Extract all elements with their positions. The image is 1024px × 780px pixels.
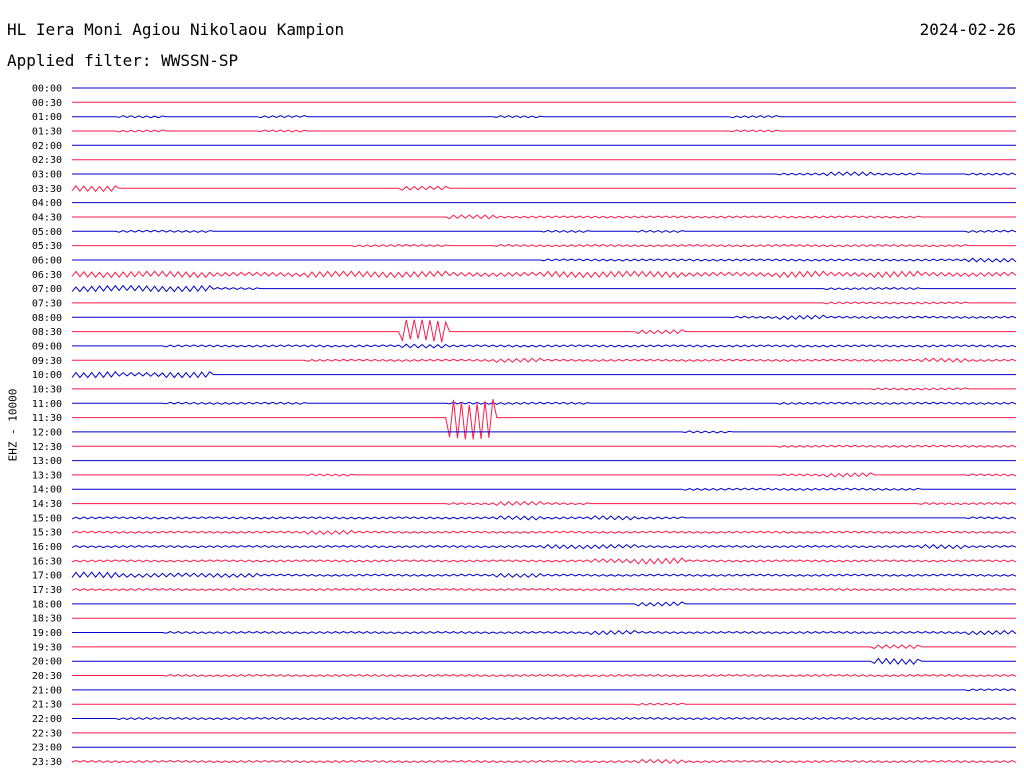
trace-row <box>72 398 1016 440</box>
row-label: 03:30 <box>32 184 62 195</box>
trace-row <box>72 601 1016 607</box>
record-date: 2024-02-26 <box>919 20 1016 39</box>
row-label: 03:00 <box>32 169 62 180</box>
trace-row <box>72 500 1017 507</box>
trace-row <box>72 673 1017 678</box>
row-label: 11:30 <box>32 413 62 424</box>
row-label: 05:30 <box>32 241 62 252</box>
trace-row <box>72 472 1017 478</box>
row-label: 16:00 <box>32 542 62 553</box>
row-label: 01:30 <box>32 126 62 137</box>
row-label: 12:00 <box>32 427 62 438</box>
trace-row <box>72 257 1017 263</box>
trace-row <box>71 557 1017 565</box>
row-label: 17:00 <box>32 571 62 582</box>
trace-row <box>72 401 1017 405</box>
row-label: 23:00 <box>32 743 62 754</box>
trace-row <box>71 184 1016 193</box>
trace-row <box>71 543 1017 550</box>
trace-row <box>71 270 1017 279</box>
filter-label: Applied filter: WWSSN-SP <box>7 51 239 70</box>
trace-row <box>71 515 1017 521</box>
row-label: 15:30 <box>32 528 62 539</box>
row-label: 06:30 <box>32 270 62 281</box>
row-label: 14:00 <box>32 485 62 496</box>
row-label: 04:30 <box>32 212 62 223</box>
row-label: 09:00 <box>32 341 62 352</box>
trace-row <box>71 371 1016 379</box>
row-label: 23:30 <box>32 757 62 768</box>
trace-row <box>72 314 1017 320</box>
trace-row <box>72 171 1017 177</box>
trace-row <box>71 758 1017 764</box>
trace-row <box>72 688 1017 692</box>
trace-row <box>71 588 1017 592</box>
trace-row <box>72 129 1016 133</box>
trace-row <box>72 357 1017 363</box>
trace-row <box>72 487 1016 491</box>
row-label: 11:00 <box>32 399 62 410</box>
row-label: 08:30 <box>32 327 62 338</box>
station-title: HL Iera Moni Agiou Nikolaou Kampion <box>7 20 345 39</box>
row-label: 07:00 <box>32 284 62 295</box>
trace-row <box>72 629 1017 636</box>
row-label: 09:30 <box>32 356 62 367</box>
row-label: 06:00 <box>32 255 62 266</box>
row-label: 21:30 <box>32 700 62 711</box>
trace-row <box>72 319 1016 343</box>
trace-row <box>72 702 1016 706</box>
trace-row <box>72 244 1016 248</box>
row-label: 13:00 <box>32 456 62 467</box>
row-label: 18:00 <box>32 599 62 610</box>
row-label: 00:30 <box>32 98 62 109</box>
row-label: 19:30 <box>32 642 62 653</box>
trace-row <box>72 229 1017 233</box>
row-label: 02:00 <box>32 141 62 152</box>
row-label: 17:30 <box>32 585 62 596</box>
row-label: 00:00 <box>32 84 62 95</box>
trace-row <box>72 716 1017 721</box>
row-label: 16:30 <box>32 556 62 567</box>
trace-row <box>72 115 1016 119</box>
row-label: 22:00 <box>32 714 62 725</box>
row-label: 15:00 <box>32 513 62 524</box>
trace-row <box>72 657 1016 665</box>
trace-row <box>72 387 1016 391</box>
row-label: 05:00 <box>32 227 62 238</box>
row-label: 04:00 <box>32 198 62 209</box>
row-label: 21:00 <box>32 685 62 696</box>
trace-row <box>72 430 1016 434</box>
row-labels: 00:00 00:30 01:00 01:30 02:00 02:30 03:00 03:30… <box>32 84 62 769</box>
row-label: 01:00 <box>32 112 62 123</box>
row-label: 19:00 <box>32 628 62 639</box>
row-label: 07:30 <box>32 298 62 309</box>
row-label: 02:30 <box>32 155 62 166</box>
row-label: 18:30 <box>32 614 62 625</box>
trace-row <box>72 343 1017 349</box>
trace-row <box>71 284 1016 293</box>
row-label: 10:00 <box>32 370 62 381</box>
row-label: 20:00 <box>32 657 62 668</box>
row-label: 08:00 <box>32 313 62 324</box>
trace-row <box>71 571 1017 579</box>
row-label: 13:30 <box>32 470 62 481</box>
trace-lines <box>71 87 1017 764</box>
row-label: 14:30 <box>32 499 62 510</box>
row-label: 22:30 <box>32 728 62 739</box>
trace-row <box>72 444 1017 448</box>
row-label: 10:30 <box>32 384 62 395</box>
row-label: 20:30 <box>32 671 62 682</box>
trace-row <box>71 529 1017 535</box>
trace-row <box>72 644 1016 650</box>
row-label: 12:30 <box>32 442 62 453</box>
trace-row <box>72 214 1016 220</box>
trace-row <box>72 301 1016 305</box>
